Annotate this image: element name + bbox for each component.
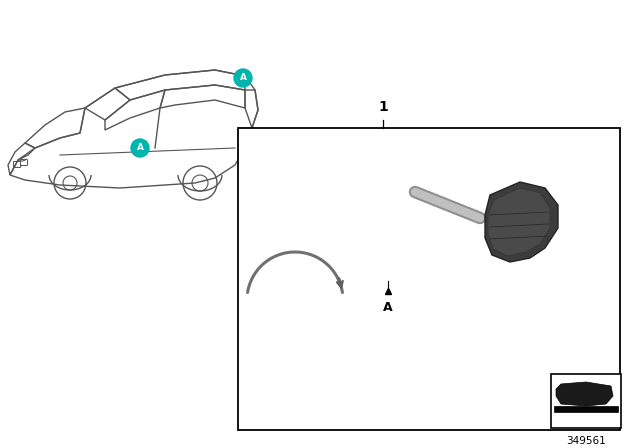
Polygon shape [338,237,410,277]
Polygon shape [352,217,357,222]
Bar [551,374,621,428]
Polygon shape [366,221,371,226]
Polygon shape [556,382,613,406]
Polygon shape [335,205,372,247]
Circle shape [234,69,252,87]
Text: A: A [136,143,143,152]
Circle shape [243,297,253,307]
Bar [238,128,620,430]
FancyBboxPatch shape [241,287,254,298]
Text: 1: 1 [378,100,388,114]
Text: A: A [383,301,393,314]
Polygon shape [345,215,350,220]
Polygon shape [283,270,343,316]
Polygon shape [485,182,558,262]
Text: 349561: 349561 [566,436,606,446]
Polygon shape [488,188,550,256]
Text: A: A [239,73,246,82]
Polygon shape [338,213,343,218]
Circle shape [378,238,402,262]
Circle shape [131,139,149,157]
Bar [554,406,618,412]
Polygon shape [359,219,364,224]
Polygon shape [373,223,378,228]
Circle shape [384,244,396,256]
Polygon shape [283,308,347,320]
Circle shape [362,222,418,278]
Polygon shape [370,205,412,277]
